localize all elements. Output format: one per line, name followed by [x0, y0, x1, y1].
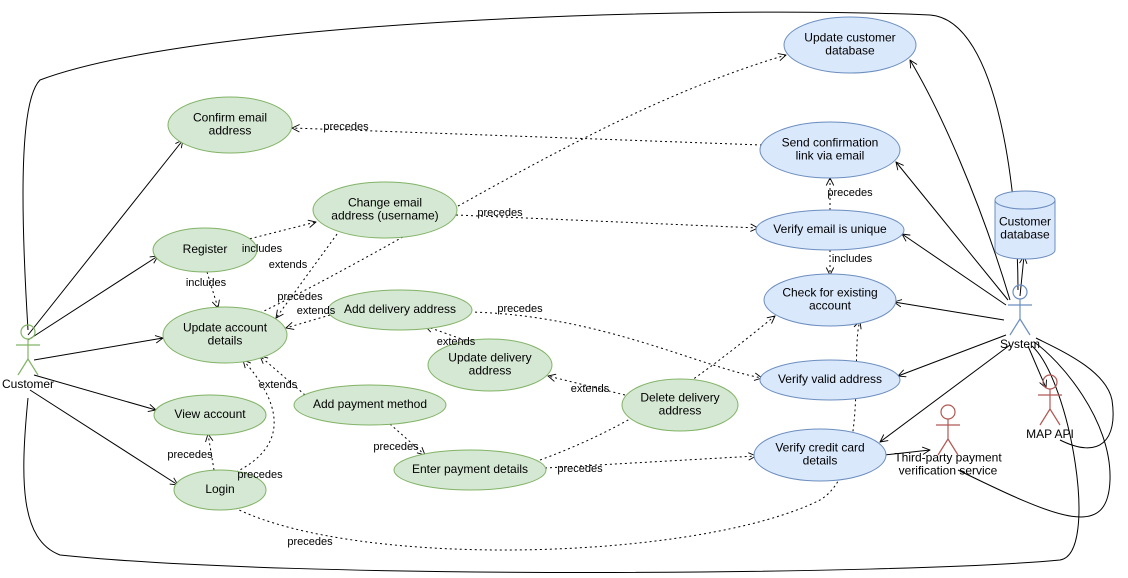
usecase-label: Verify valid address: [778, 372, 882, 386]
usecase-label: View account: [174, 407, 246, 421]
edge-label: includes: [186, 277, 227, 289]
edge-label: extends: [571, 383, 610, 395]
actor-tpp: [936, 405, 960, 455]
edge: [898, 335, 1006, 376]
edge: [34, 338, 163, 360]
edge-label: extends: [259, 379, 298, 391]
edge: [1020, 256, 1024, 296]
edge-label: precedes: [287, 536, 333, 548]
actor-customer: [16, 325, 40, 375]
usecase-label: Enter payment details: [412, 462, 528, 476]
usecase-label: Login: [205, 482, 234, 496]
usecase-label: Add delivery address: [344, 302, 456, 316]
edge: [894, 302, 1004, 320]
database-label: Customerdatabase: [999, 215, 1051, 242]
edge: [896, 162, 1008, 300]
usecase-label: Register: [183, 242, 228, 256]
edge: [910, 60, 1010, 300]
edge-label: precedes: [827, 187, 873, 199]
edge: [880, 345, 1010, 442]
edge-label: precedes: [167, 449, 213, 461]
actor-label: MAP API: [1026, 427, 1074, 441]
edge-label: precedes: [557, 463, 603, 475]
edge: [260, 55, 786, 313]
edge-label: extends: [269, 259, 308, 271]
edge: [245, 222, 316, 240]
usecase-diagram: Confirm emailaddressRegisterChange email…: [0, 0, 1128, 578]
edge: [28, 256, 158, 340]
edge: [28, 140, 183, 335]
edge-label: includes: [242, 243, 283, 255]
usecase-label: Verify email is unique: [773, 222, 887, 236]
usecase-label: Send confirmationlink via email: [782, 136, 879, 163]
edge-label: precedes: [373, 441, 419, 453]
edge: [30, 390, 178, 485]
actor-mapapi: [1038, 375, 1062, 425]
actor-label: System: [1000, 337, 1040, 351]
actor-label: Third-party paymentverification service: [894, 451, 1002, 478]
edge-label: precedes: [237, 469, 283, 481]
edge-label: extends: [297, 305, 336, 317]
edge-label: precedes: [497, 303, 543, 315]
edge-label: extends: [437, 336, 476, 348]
usecase-label: Add payment method: [313, 397, 427, 411]
edge-label: precedes: [277, 291, 323, 303]
actor-label: Customer: [2, 377, 54, 391]
edge-label: includes: [832, 253, 873, 265]
edge: [902, 234, 1006, 305]
edge-label: precedes: [323, 121, 369, 133]
edge-label: precedes: [477, 207, 523, 219]
